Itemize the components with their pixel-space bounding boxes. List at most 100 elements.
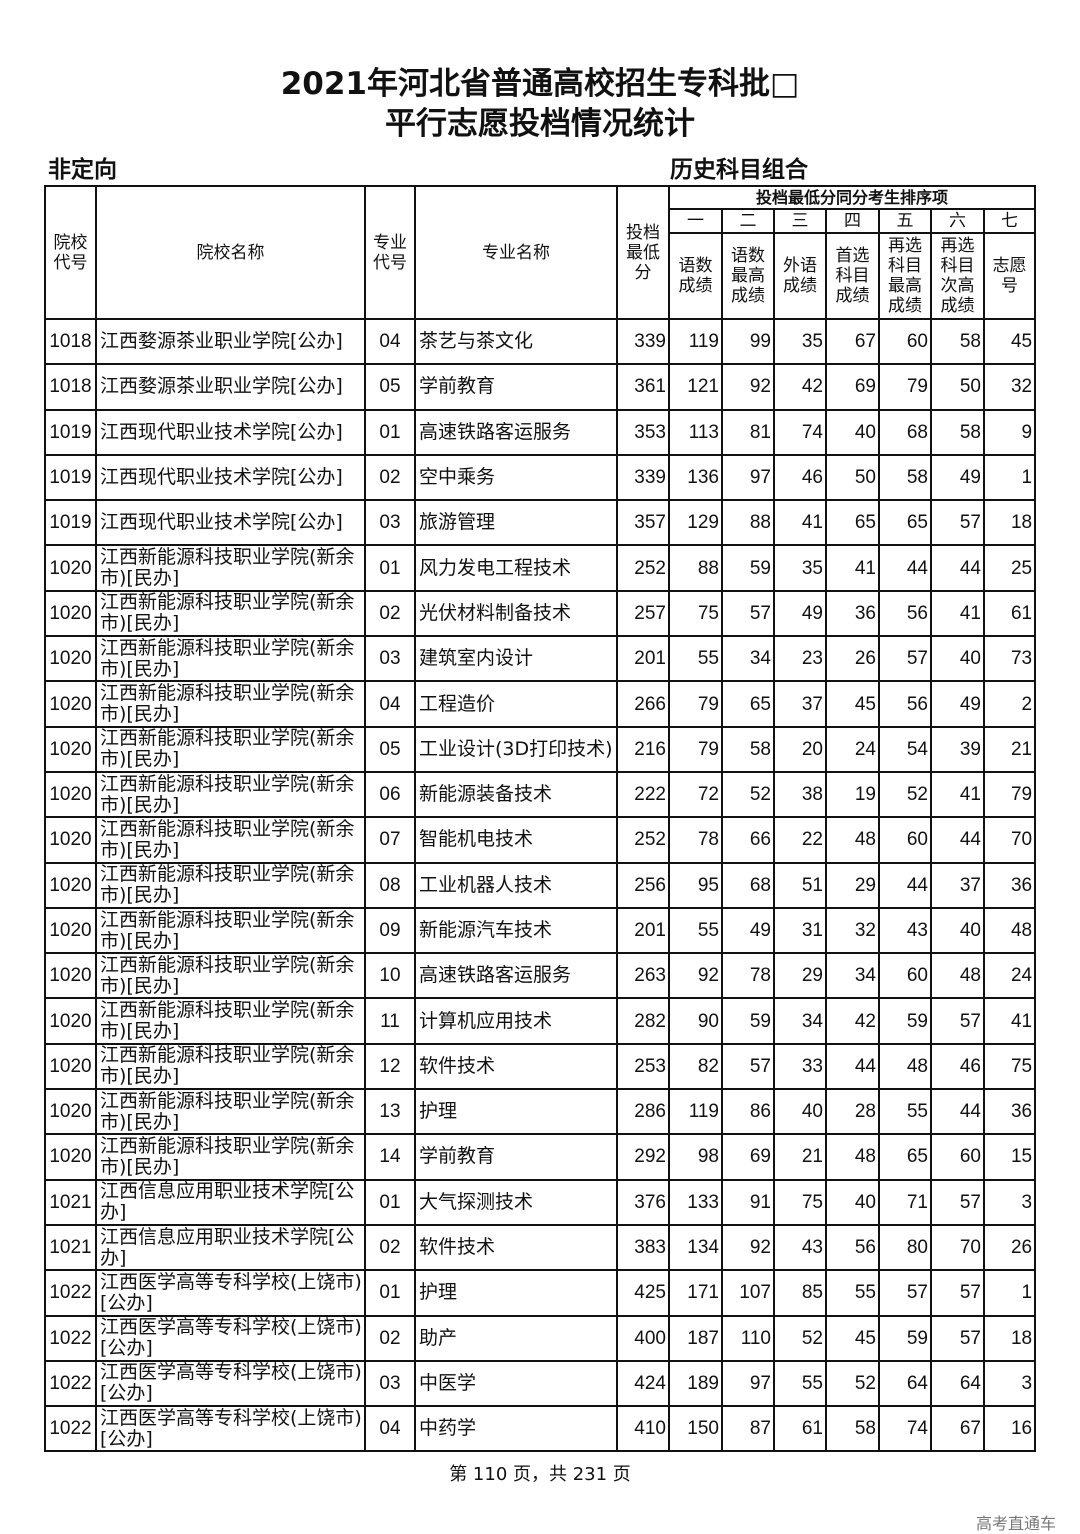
school-code-cell: 1022 — [44, 1314, 97, 1362]
major-name-cell: 护理 — [414, 1269, 618, 1317]
foreign-language-score-cell: 35 — [773, 317, 827, 366]
page-title-line1: 2021年河北省普通高校招生专科批□ — [280, 66, 800, 102]
reselect-max-score-cell: 43 — [878, 906, 932, 955]
min-score-cell: 286 — [616, 1088, 670, 1136]
preference-number-cell: 1 — [982, 453, 1037, 502]
subject-group-label: 历史科目组合 — [670, 157, 808, 183]
yushu-max-score-cell: 86 — [721, 1088, 775, 1136]
table-row: 1020 江西新能源科技职业学院(新余市)[民办] 07 智能机电技术 252 78 66 2… — [44, 816, 1037, 864]
preference-number-cell: 2 — [982, 680, 1037, 728]
preference-number-cell: 18 — [982, 1314, 1037, 1362]
major-name-cell: 光伏材料制备技术 — [414, 589, 618, 638]
major-code-cell: 11 — [364, 997, 416, 1045]
first-subject-score-cell: 67 — [825, 317, 880, 366]
reselect-second-score-cell: 70 — [930, 1223, 985, 1272]
reselect-max-score-cell: 68 — [878, 408, 932, 456]
reselect-max-score-cell: 65 — [878, 1133, 932, 1181]
header-sort-label-2: 语数最高成绩 — [721, 232, 775, 320]
preference-number-cell: 1 — [982, 1269, 1037, 1317]
school-code-cell: 1020 — [44, 1042, 97, 1091]
min-score-cell: 252 — [616, 816, 670, 864]
reselect-max-score-cell: 64 — [878, 1359, 932, 1408]
table-row: 1020 江西新能源科技职业学院(新余市)[民办] 11 计算机应用技术 282 90 59… — [44, 997, 1037, 1045]
header-sort-label-7: 志愿号 — [982, 232, 1037, 320]
first-subject-score-cell: 28 — [825, 1088, 880, 1136]
school-code-cell: 1020 — [44, 861, 97, 909]
school-name-cell: 江西现代职业技术学院[公办] — [95, 408, 366, 456]
reselect-max-score-cell: 48 — [878, 1042, 932, 1091]
major-name-cell: 工业设计(3D打印技术) — [414, 725, 618, 773]
major-code-cell: 02 — [364, 453, 416, 502]
school-name-cell: 江西新能源科技职业学院(新余市)[民办] — [95, 861, 366, 909]
foreign-language-score-cell: 61 — [773, 1405, 827, 1453]
major-name-cell: 高速铁路客运服务 — [414, 952, 618, 1000]
yushu-max-score-cell: 92 — [721, 363, 775, 411]
min-score-cell: 357 — [616, 499, 670, 547]
major-code-cell: 03 — [364, 1359, 416, 1408]
major-code-cell: 09 — [364, 906, 416, 955]
school-name-cell: 江西新能源科技职业学院(新余市)[民办] — [95, 997, 366, 1045]
table-row: 1020 江西新能源科技职业学院(新余市)[民办] 03 建筑室内设计 201 55 34 2… — [44, 635, 1037, 683]
major-name-cell: 建筑室内设计 — [414, 635, 618, 683]
reselect-max-score-cell: 71 — [878, 1178, 932, 1226]
preference-number-cell: 26 — [982, 1223, 1037, 1272]
school-code-cell: 1022 — [44, 1405, 97, 1453]
preference-number-cell: 18 — [982, 499, 1037, 547]
min-score-cell: 400 — [616, 1314, 670, 1362]
yushu-max-score-cell: 57 — [721, 589, 775, 638]
table-row: 1018 江西婺源茶业职业学院[公办] 04 茶艺与茶文化 339 119 99 35 67 60… — [44, 317, 1037, 366]
school-name-cell: 江西医学高等专科学校(上饶市)[公办] — [95, 1269, 366, 1317]
preference-number-cell: 15 — [982, 1133, 1037, 1181]
major-name-cell: 中医学 — [414, 1359, 618, 1408]
admission-table: 院校代号 院校名称 专业代号 专业名称 投档最低分 投档最低分同分考生排序项 一… — [44, 185, 1037, 1453]
first-subject-score-cell: 58 — [825, 1405, 880, 1453]
major-code-cell: 04 — [364, 680, 416, 728]
school-name-cell: 江西新能源科技职业学院(新余市)[民办] — [95, 1133, 366, 1181]
yushu-max-score-cell: 59 — [721, 997, 775, 1045]
min-score-cell: 339 — [616, 317, 670, 366]
header-major-code: 专业代号 — [364, 185, 416, 320]
major-name-cell: 智能机电技术 — [414, 816, 618, 864]
table-row: 1020 江西新能源科技职业学院(新余市)[民办] 04 工程造价 266 79 65 37 4… — [44, 680, 1037, 728]
yushu-score-cell: 90 — [668, 997, 723, 1045]
yushu-max-score-cell: 87 — [721, 1405, 775, 1453]
reselect-max-score-cell: 52 — [878, 770, 932, 819]
first-subject-score-cell: 32 — [825, 906, 880, 955]
reselect-second-score-cell: 39 — [930, 725, 985, 773]
preference-number-cell: 36 — [982, 861, 1037, 909]
school-name-cell: 江西新能源科技职业学院(新余市)[民办] — [95, 725, 366, 773]
reselect-second-score-cell: 48 — [930, 952, 985, 1000]
foreign-language-score-cell: 42 — [773, 363, 827, 411]
major-code-cell: 03 — [364, 499, 416, 547]
major-code-cell: 07 — [364, 816, 416, 864]
school-code-cell: 1019 — [44, 408, 97, 456]
yushu-score-cell: 150 — [668, 1405, 723, 1453]
school-name-cell: 江西医学高等专科学校(上饶市)[公办] — [95, 1359, 366, 1408]
reselect-max-score-cell: 60 — [878, 952, 932, 1000]
school-name-cell: 江西新能源科技职业学院(新余市)[民办] — [95, 544, 366, 592]
foreign-language-score-cell: 35 — [773, 544, 827, 592]
reselect-max-score-cell: 56 — [878, 589, 932, 638]
school-code-cell: 1018 — [44, 363, 97, 411]
reselect-second-score-cell: 50 — [930, 363, 985, 411]
major-name-cell: 风力发电工程技术 — [414, 544, 618, 592]
major-name-cell: 软件技术 — [414, 1223, 618, 1272]
min-score-cell: 361 — [616, 363, 670, 411]
reselect-second-score-cell: 44 — [930, 1088, 985, 1136]
first-subject-score-cell: 55 — [825, 1269, 880, 1317]
yushu-max-score-cell: 107 — [721, 1269, 775, 1317]
yushu-max-score-cell: 59 — [721, 544, 775, 592]
major-code-cell: 12 — [364, 1042, 416, 1091]
major-code-cell: 05 — [364, 363, 416, 411]
reselect-second-score-cell: 49 — [930, 453, 985, 502]
preference-number-cell: 45 — [982, 317, 1037, 366]
min-score-cell: 256 — [616, 861, 670, 909]
min-score-cell: 425 — [616, 1269, 670, 1317]
major-name-cell: 新能源装备技术 — [414, 770, 618, 819]
yushu-score-cell: 171 — [668, 1269, 723, 1317]
table-row: 1020 江西新能源科技职业学院(新余市)[民办] 05 工业设计(3D打印技术) 21… — [44, 725, 1037, 773]
preference-number-cell: 3 — [982, 1178, 1037, 1226]
reselect-second-score-cell: 57 — [930, 1314, 985, 1362]
min-score-cell: 252 — [616, 544, 670, 592]
school-code-cell: 1020 — [44, 816, 97, 864]
